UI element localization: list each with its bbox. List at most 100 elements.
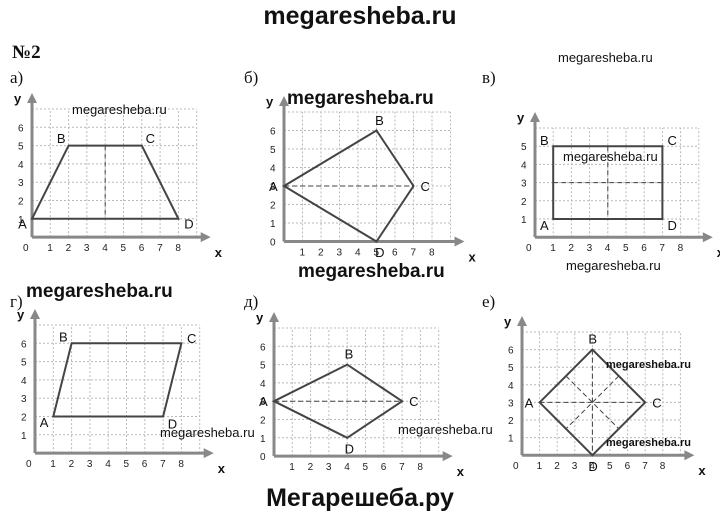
x-axis-name: x	[218, 461, 226, 476]
quadrilateral	[52, 342, 183, 418]
x-axis-arrow	[684, 449, 695, 460]
x-tick-label: 5	[623, 243, 629, 254]
y-tick-label: 5	[260, 360, 266, 371]
y-tick-label: 2	[21, 412, 27, 423]
x-tick-label: 3	[87, 459, 93, 470]
y-tick-label: 2	[18, 196, 24, 207]
vertex-label: C	[146, 131, 155, 146]
x-tick-label: 2	[308, 462, 314, 473]
vertex-label: B	[588, 331, 597, 346]
x-tick-label: 1	[47, 243, 53, 254]
y-tick-label: 1	[508, 433, 514, 444]
y-tick-label: 5	[18, 141, 24, 152]
vertex-label: C	[421, 179, 430, 194]
y-axis-arrow	[269, 311, 279, 322]
x-tick-label: 2	[554, 461, 560, 472]
y-axis-arrow	[517, 315, 527, 326]
quadrilateral	[30, 144, 181, 220]
x-tick-label: 1	[50, 459, 56, 470]
x-tick-label: 8	[178, 459, 184, 470]
dashed-line	[565, 375, 620, 429]
vertex-label: A	[18, 217, 27, 232]
grid-lines	[274, 327, 440, 456]
x-axis-name: x	[469, 249, 477, 264]
site-title: megaresheba.ru	[263, 2, 457, 30]
y-tick-label: 6	[270, 126, 276, 137]
y-tick-label: 1	[521, 215, 527, 226]
coordinate-grid-b: x y 1 2 3 4 5 6 7 8 0 1 2 3 4 5 6 A B C D	[266, 94, 477, 265]
x-tick-label: 7	[642, 461, 648, 472]
x-tick-label: 6	[142, 459, 148, 470]
panel-letter-a: а)	[10, 68, 24, 87]
x-tick-label: 5	[607, 461, 613, 472]
x-tick-label: 6	[641, 243, 647, 254]
x-tick-label: 8	[175, 243, 181, 254]
x-tick-label: 3	[84, 243, 90, 254]
y-tick-label: 2	[521, 197, 527, 208]
y-tick-label: 3	[260, 397, 266, 408]
y-tick-label: 1	[270, 219, 276, 230]
vertex-label: C	[187, 331, 196, 346]
y-tick-label: 5	[521, 142, 527, 153]
x-tick-label: 0	[513, 461, 519, 472]
watermark: megaresheba.ru	[558, 50, 653, 65]
y-axis-name: y	[504, 314, 512, 329]
y-axis-name: y	[256, 310, 264, 325]
x-tick-label: 7	[157, 243, 163, 254]
grid-lines	[522, 331, 681, 455]
panel-letter-d: д)	[244, 292, 259, 311]
x-tick-label: 2	[66, 243, 72, 254]
y-tick-label: 4	[508, 381, 514, 392]
y-tick-label: 6	[18, 123, 24, 134]
coordinate-grid-d: x y 1 2 3 4 5 6 7 8 0 1 2 3 4 5 6 A B C D	[256, 310, 465, 479]
vertex-label: D	[345, 442, 354, 457]
x-tick-label: 2	[568, 243, 574, 254]
quadrilateral	[282, 128, 415, 243]
vertex-label: A	[259, 394, 268, 409]
x-tick-label: 3	[337, 247, 343, 258]
panel-letter-g: г)	[10, 292, 23, 311]
coordinate-grid-v: x y 0 1 2 3 4 5 6 7 8 1 2 3 4 5 A B C D	[517, 110, 720, 260]
x-tick-label: 5	[124, 459, 130, 470]
y-tick-label: 1	[18, 215, 24, 226]
x-tick-label: 8	[417, 462, 423, 473]
y-tick-label: 1	[21, 431, 27, 442]
y-tick-label: 5	[21, 357, 27, 368]
watermark: megaresheba.ru	[566, 258, 661, 273]
x-tick-label: 3	[572, 461, 578, 472]
vertex-label: A	[540, 218, 549, 233]
x-tick-label: 4	[102, 243, 108, 254]
x-tick-label: 1	[289, 462, 295, 473]
y-tick-label: 2	[508, 416, 514, 427]
vertex-label: D	[588, 459, 597, 474]
y-axis-name: y	[266, 94, 274, 109]
y-axis-arrow	[279, 95, 289, 106]
dashed-line	[565, 375, 620, 429]
vertex-label: B	[540, 133, 549, 148]
panel-letter-e: е)	[482, 292, 496, 311]
y-axis-name: y	[14, 91, 22, 106]
x-tick-label: 8	[678, 243, 684, 254]
x-tick-label: 4	[105, 459, 111, 470]
panel-letter-b: б)	[244, 68, 259, 87]
x-tick-label: 3	[587, 243, 593, 254]
y-tick-label: 4	[18, 160, 24, 171]
quadrilateral	[538, 347, 647, 457]
y-axis-arrow	[30, 308, 40, 319]
vertex-label: D	[668, 218, 677, 233]
y-tick-label: 3	[508, 398, 514, 409]
y-tick-label: 4	[260, 379, 266, 390]
y-tick-label: 2	[260, 415, 266, 426]
y-tick-label: 4	[270, 163, 276, 174]
x-axis-arrow	[200, 231, 211, 242]
x-tick-label: 7	[411, 247, 417, 258]
x-tick-label: 1	[537, 461, 543, 472]
x-tick-label: 2	[69, 459, 75, 470]
watermark: megaresheba.ru	[606, 437, 691, 449]
y-tick-label: 4	[21, 376, 27, 387]
x-tick-label: 4	[589, 461, 595, 472]
watermark: megaresheba.ru	[287, 88, 434, 109]
y-axis-arrow	[27, 92, 37, 103]
x-tick-label: 8	[429, 247, 435, 258]
x-tick-label: 8	[660, 461, 666, 472]
